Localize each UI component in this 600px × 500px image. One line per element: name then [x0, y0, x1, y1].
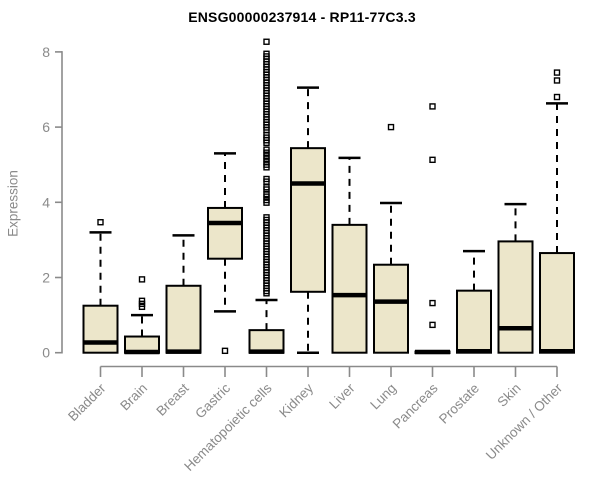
outlier-point-hematopoietic-cells [263, 139, 270, 147]
y-axis-tick-label: 0 [42, 345, 50, 361]
outlier-point-hematopoietic-cells [263, 38, 270, 45]
y-axis-tick-label: 2 [42, 270, 50, 286]
x-axis-label-pancreas: Pancreas [390, 380, 441, 431]
x-axis-label-bladder: Bladder [65, 380, 109, 424]
box-kidney [290, 147, 326, 293]
box-gastric [207, 206, 243, 260]
outlier-point-pancreas [429, 321, 436, 329]
x-axis-label-gastric: Gastric [192, 380, 233, 421]
outlier-point-gastric [221, 347, 229, 355]
outlier-point-pancreas [429, 156, 436, 164]
outlier-point-pancreas [429, 103, 436, 110]
y-axis-tick-label: 8 [42, 44, 50, 60]
outlier-point-bladder [97, 219, 104, 226]
outlier-point-lung [387, 123, 395, 131]
x-axis-label-brain: Brain [117, 381, 150, 414]
box-hematopoietic-cells [248, 329, 285, 354]
outlier-point-hematopoietic-cells [263, 193, 270, 200]
outlier-point-brain [138, 276, 146, 283]
box-unknown-other [539, 252, 575, 354]
outlier-point-brain [138, 303, 146, 311]
box-breast [165, 284, 202, 354]
box-liver [331, 223, 368, 354]
outlier-point-unknown-other [553, 93, 561, 101]
x-axis-label-kidney: Kidney [276, 380, 316, 420]
x-axis-label-liver: Liver [326, 380, 358, 412]
x-axis-label-unknown-other: Unknown / Other [483, 380, 566, 463]
outlier-point-hematopoietic-cells [263, 199, 270, 206]
x-axis-label-lung: Lung [367, 381, 399, 413]
box-bladder [82, 304, 119, 354]
y-axis-tick-label: 6 [42, 119, 50, 135]
x-axis-label-prostate: Prostate [436, 381, 482, 427]
outlier-point-hematopoietic-cells [263, 164, 270, 171]
box-prostate [456, 289, 492, 354]
x-axis-label-skin: Skin [494, 381, 523, 410]
x-axis-label-breast: Breast [153, 380, 191, 418]
box-skin [497, 240, 534, 354]
outlier-point-unknown-other [553, 69, 561, 76]
outlier-point-pancreas [429, 299, 436, 307]
outlier-point-unknown-other [553, 77, 561, 84]
outlier-point-hematopoietic-cells [263, 290, 270, 297]
y-axis-tick-label: 4 [42, 194, 50, 210]
chart-title: ENSG00000237914 - RP11-77C3.3 [188, 9, 416, 25]
box-lung [373, 263, 409, 354]
